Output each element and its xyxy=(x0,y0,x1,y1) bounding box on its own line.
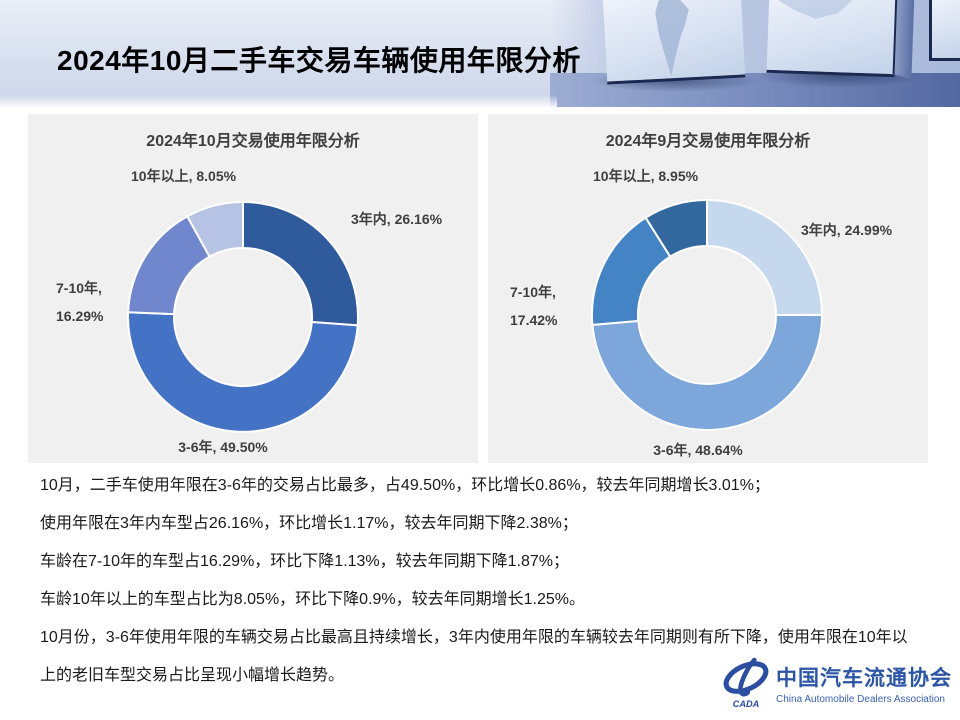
summary-text: 10月，二手车使用年限在3-6年的交易占比最多，占49.50%，环比增长0.86… xyxy=(40,477,930,705)
logo-name-en: China Automobile Dealers Association xyxy=(776,694,945,705)
cada-swoosh-icon: CADA xyxy=(723,657,769,709)
data-label-7-10y-line2: 17.42% xyxy=(510,312,558,328)
world-cube xyxy=(929,0,960,61)
map-silhouette xyxy=(778,0,853,33)
summary-line: 使用年限在3年内车型占26.16%，环比增长1.17%，较去年同期下降2.38%… xyxy=(40,515,578,532)
donut-chart-september xyxy=(591,198,824,431)
donut-segment-3-6年 xyxy=(127,311,359,433)
chart-title: 2024年10月交易使用年限分析 xyxy=(146,133,360,150)
data-label-7-10y: 7-10年, 17.42% xyxy=(510,278,557,334)
header-fade xyxy=(0,95,557,107)
data-label-7-10y: 7-10年, 16.29% xyxy=(56,274,103,330)
data-label-over-10y: 10年以上, 8.05% xyxy=(131,168,237,184)
data-label-over-10y: 10年以上, 8.95% xyxy=(593,168,699,184)
summary-line: 上的老旧车型交易占比呈现小幅增长趋势。 xyxy=(40,667,345,684)
data-label-7-10y-line1: 7-10年, xyxy=(510,284,556,300)
summary-line: 10月份，3-6年使用年限的车辆交易占比最高且持续增长，3年内使用年限的车辆较去… xyxy=(40,629,908,646)
logo-text: 中国汽车流通协会 China Automobile Dealers Associ… xyxy=(776,656,952,705)
data-label-7-10y-line2: 16.29% xyxy=(56,308,104,324)
cube-side xyxy=(892,0,915,80)
summary-line: 10月，二手车使用年限在3-6年的交易占比最多，占49.50%，环比增长0.86… xyxy=(40,477,770,494)
world-cubes-photo xyxy=(550,0,960,107)
cube-face xyxy=(602,0,746,82)
world-cube xyxy=(602,0,746,85)
cube-face xyxy=(766,0,898,75)
cada-mark-text: CADA xyxy=(733,699,760,709)
data-label-3-6y: 3-6年, 48.64% xyxy=(653,442,743,458)
donut-segment-10年以上 xyxy=(185,200,244,258)
data-label-under-3y: 3年内, 24.99% xyxy=(801,222,893,238)
data-label-under-3y: 3年内, 26.16% xyxy=(351,211,443,227)
map-silhouette xyxy=(643,0,705,77)
data-label-7-10y-line1: 7-10年, xyxy=(56,280,102,296)
chart-panel-october: 2024年10月交易使用年限分析 10年以上, 8.05% 3年内, 26.16… xyxy=(28,114,478,463)
logo-name-cn: 中国汽车流通协会 xyxy=(776,666,952,690)
donut-segment-10年以上 xyxy=(644,198,708,259)
header-banner: 2024年10月二手车交易车辆使用年限分析 xyxy=(0,0,960,107)
donut-segment-3年内 xyxy=(242,200,359,327)
world-cube xyxy=(766,0,915,80)
donut-chart-october xyxy=(127,200,359,433)
donut-segment-3年内 xyxy=(706,198,824,316)
summary-line: 车龄在7-10年的车型占16.29%，环比下降1.13%，较去年同期下降1.87… xyxy=(40,553,570,570)
chart-title: 2024年9月交易使用年限分析 xyxy=(605,133,811,150)
page-title: 2024年10月二手车交易车辆使用年限分析 xyxy=(57,45,581,76)
summary-line: 车龄10年以上的车型占比为8.05%，环比下降0.9%，较去年同期增长1.25%… xyxy=(40,591,586,608)
data-label-3-6y: 3-6年, 49.50% xyxy=(178,439,268,455)
chart-panel-september: 2024年9月交易使用年限分析 10年以上, 8.95% 3年内, 24.99%… xyxy=(488,114,928,463)
donut-segment-3-6年 xyxy=(591,313,824,431)
cube-face xyxy=(932,0,960,58)
cada-logo: CADA 中国汽车流通协会 China Automobile Dealers A… xyxy=(722,656,958,716)
